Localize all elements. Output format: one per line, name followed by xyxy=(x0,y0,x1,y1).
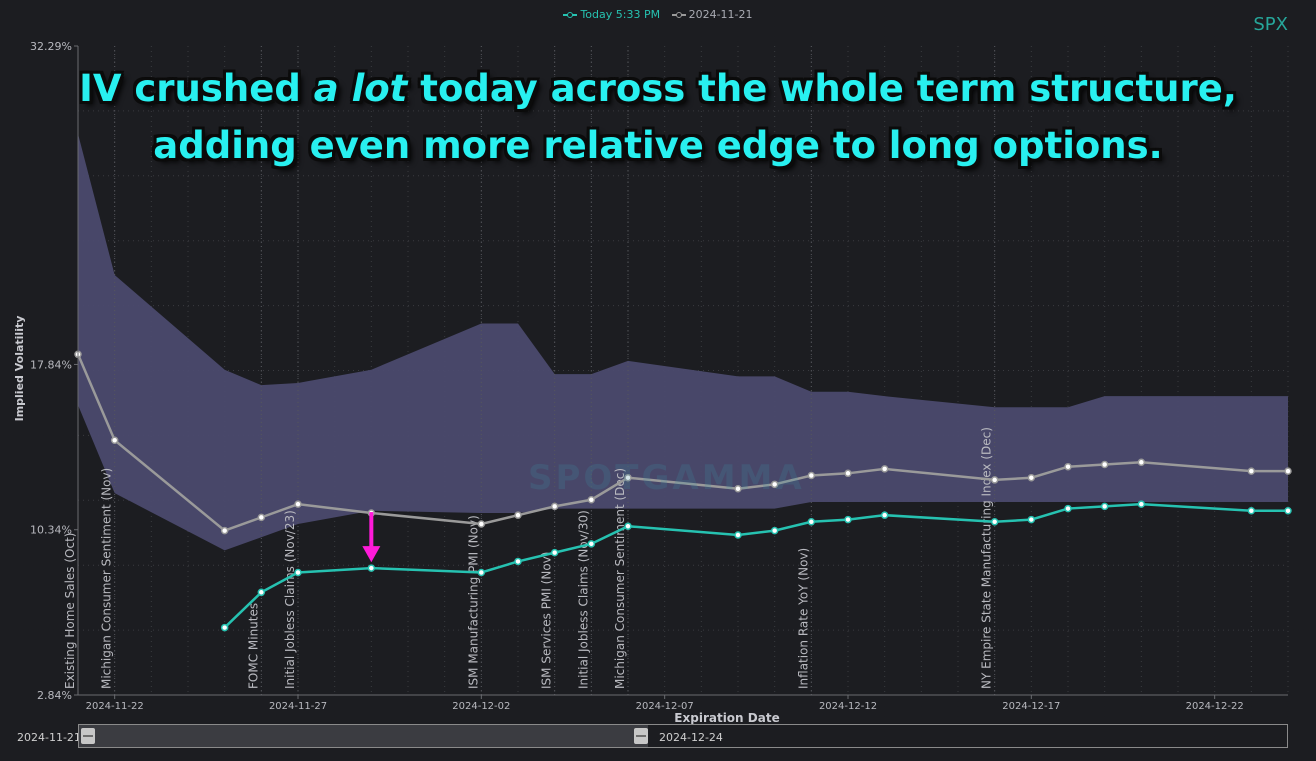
range-handle-start[interactable] xyxy=(81,728,95,744)
series-1-point-16 xyxy=(990,476,999,484)
headline-line-2: adding even more relative edge to long o… xyxy=(153,124,1163,167)
legend-item-prior[interactable]: 2024-11-21 xyxy=(671,8,753,21)
series-0-point-17 xyxy=(1100,502,1109,511)
range-end-label: 2024-12-24 xyxy=(659,731,723,744)
series-1-point-9 xyxy=(587,495,596,504)
series-1-point-15 xyxy=(880,465,889,473)
series-0-point-13 xyxy=(880,511,889,519)
series-1-point-22 xyxy=(1284,467,1292,475)
event-label-6: Initial Jobless Claims (Nov/30) xyxy=(576,510,590,689)
series-0-point-15 xyxy=(1027,515,1036,524)
series-0-point-4 xyxy=(477,568,486,577)
series-1-point-1 xyxy=(110,436,119,444)
series-0-point-18 xyxy=(1137,500,1146,508)
x-tick-label-4: 2024-12-12 xyxy=(819,701,877,712)
series-0-point-0 xyxy=(220,623,229,632)
event-label-7: Michigan Consumer Sentiment (Dec) xyxy=(613,468,627,689)
legend: Today 5:33 PM 2024-11-21 xyxy=(0,8,1316,21)
series-1-point-19 xyxy=(1100,460,1109,469)
annotations xyxy=(362,512,381,563)
event-label-5: ISM Services PMI (Nov) xyxy=(540,552,554,689)
x-tick-label-2: 2024-12-02 xyxy=(452,701,510,712)
series-0-point-8 xyxy=(624,522,632,530)
series-1-point-8 xyxy=(550,502,559,511)
legend-label-today: Today 5:33 PM xyxy=(580,8,661,21)
y-tick-label-2: 17.84% xyxy=(30,358,72,371)
series-0-point-5 xyxy=(514,557,522,566)
series-1-point-21 xyxy=(1247,467,1256,475)
headline-emphasis: a lot xyxy=(313,67,408,110)
legend-item-today[interactable]: Today 5:33 PM xyxy=(563,8,660,21)
range-handle-end[interactable] xyxy=(633,728,648,744)
event-lines: Existing Home Sales (Oct) Michigan Consum… xyxy=(63,46,996,695)
y-tick-label-1: 10.34% xyxy=(30,524,72,537)
event-label-4: ISM Manufacturing PMI (Nov) xyxy=(466,515,480,689)
x-tick-label-0: 2024-11-22 xyxy=(86,701,144,712)
series-1-point-3 xyxy=(257,513,266,522)
range-selector[interactable] xyxy=(78,724,1288,748)
arrow-annotation-icon xyxy=(362,546,381,563)
series-0-point-1 xyxy=(257,588,266,597)
series-0-point-19 xyxy=(1247,507,1256,515)
x-tick-label-5: 2024-12-17 xyxy=(1002,701,1060,712)
series-1-point-7 xyxy=(514,511,522,519)
series-0-point-12 xyxy=(844,515,852,524)
legend-swatch-prior xyxy=(671,12,686,18)
series-0-point-20 xyxy=(1284,507,1292,515)
series-1-point-11 xyxy=(734,484,742,493)
legend-swatch-today xyxy=(563,12,578,18)
event-label-1: Michigan Consumer Sentiment (Nov) xyxy=(100,468,114,689)
series-1-point-17 xyxy=(1027,473,1036,482)
x-tick-label-1: 2024-11-27 xyxy=(269,701,327,712)
headline-annotation: IV crushed a lot today across the whole … xyxy=(0,60,1316,174)
series-0-point-16 xyxy=(1064,504,1072,513)
event-label-0: Existing Home Sales (Oct) xyxy=(63,533,77,689)
x-tick-label-3: 2024-12-07 xyxy=(636,701,694,712)
series-0-point-6 xyxy=(550,548,559,557)
event-label-3: Initial Jobless Claims (Nov/23) xyxy=(283,510,297,689)
series-0-point-2 xyxy=(294,568,302,577)
series-0-point-11 xyxy=(807,518,816,526)
series-1-point-20 xyxy=(1137,458,1146,467)
y-tick-label-3: 32.29% xyxy=(30,40,72,53)
volatility-band xyxy=(78,133,1288,551)
series-1-point-18 xyxy=(1064,462,1072,471)
series-0-point-7 xyxy=(587,540,596,548)
series-1-point-10 xyxy=(624,473,632,482)
series-1-point-14 xyxy=(844,469,852,478)
range-selected-region[interactable] xyxy=(79,725,648,747)
series-line-0 xyxy=(223,502,1288,629)
series-1-point-13 xyxy=(807,471,816,480)
series-1-point-2 xyxy=(220,526,229,535)
headline-line-1-after: today across the whole term structure, xyxy=(407,67,1237,110)
axes: 2.84% 10.34% 17.84% 32.29% 2024-11-22 2024-11… xyxy=(13,40,1288,725)
watermark-logo: SPOTGAMMA xyxy=(528,458,805,498)
series-0-point-10 xyxy=(770,526,779,535)
series-0-point-14 xyxy=(990,518,999,526)
headline-line-1-before: IV crushed xyxy=(79,67,314,110)
band-area xyxy=(78,133,1288,551)
y-tick-label-0: 2.84% xyxy=(37,689,72,702)
x-tick-label-6: 2024-12-22 xyxy=(1186,701,1244,712)
ticker-symbol: SPX xyxy=(1253,14,1288,35)
event-label-8: Inflation Rate YoY (Nov) xyxy=(796,548,810,689)
series-1-point-12 xyxy=(770,480,779,489)
y-axis-label: Implied Volatility xyxy=(13,316,26,422)
event-label-9: NY Empire State Manufacturing Index (Dec… xyxy=(980,427,994,689)
series-1-point-4 xyxy=(294,500,302,508)
event-label-2: FOMC Minutes xyxy=(246,603,260,689)
series-0-point-9 xyxy=(734,531,742,539)
x-axis-label: Expiration Date xyxy=(674,711,779,725)
legend-label-prior: 2024-11-21 xyxy=(688,8,753,21)
headline-line-1: IV crushed a lot today across the whole … xyxy=(0,60,1316,117)
series-0-point-3 xyxy=(367,564,376,572)
series-1-point-6 xyxy=(477,520,486,528)
range-start-label: 2024-11-21 xyxy=(17,731,81,744)
